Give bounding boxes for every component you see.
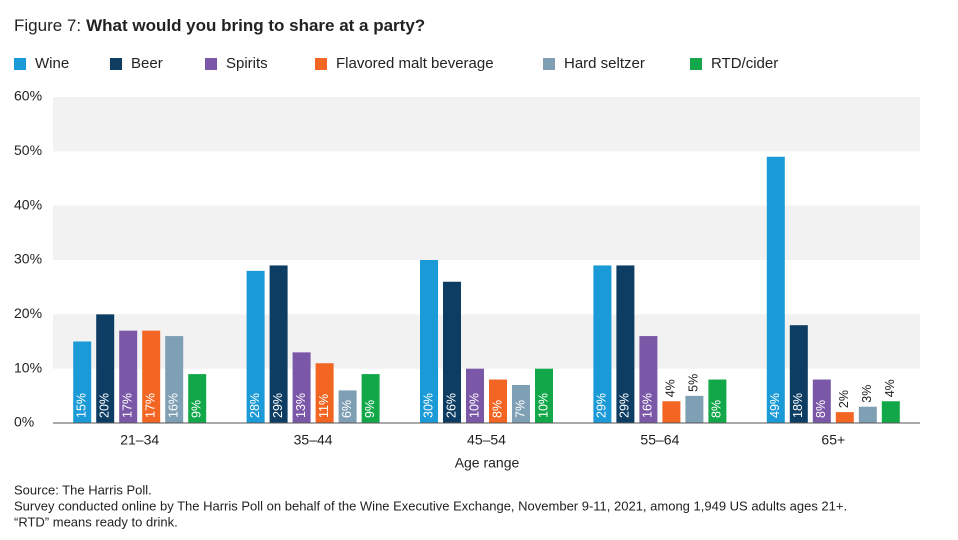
figure-label: Figure 7: [14, 16, 81, 35]
legend-label: Hard seltzer [564, 55, 645, 72]
value-label: 4% [883, 379, 897, 397]
legend-swatch [543, 58, 555, 70]
x-tick-label: 45–54 [467, 432, 506, 448]
bar [593, 265, 612, 423]
bar [292, 352, 311, 423]
source-note: Source: The Harris Poll. [14, 482, 152, 497]
bar [269, 265, 288, 423]
source-note: “RTD” means ready to drink. [14, 514, 178, 529]
value-label: 6% [340, 400, 354, 418]
y-tick-label: 30% [14, 251, 42, 267]
bar [96, 314, 115, 423]
title-text: What would you bring to share at a party… [86, 16, 425, 35]
bar [639, 336, 658, 423]
value-label: 29% [595, 393, 609, 418]
bar [535, 368, 553, 423]
value-label: 8% [710, 400, 724, 418]
legend-swatch [315, 58, 327, 70]
grid-band [53, 205, 920, 260]
value-label: 16% [166, 393, 180, 418]
bar [489, 379, 507, 423]
legend-swatch [690, 58, 702, 70]
value-label: 10% [467, 393, 481, 418]
bar [708, 379, 727, 423]
x-tick-label: 55–64 [640, 432, 679, 448]
legend-swatch [205, 58, 217, 70]
value-label: 26% [444, 393, 458, 418]
value-label: 17% [120, 393, 134, 418]
value-label: 2% [837, 390, 851, 408]
bar [165, 336, 184, 423]
value-label: 3% [860, 385, 874, 403]
bar [835, 412, 854, 423]
bar [119, 330, 138, 423]
value-label: 11% [317, 394, 331, 418]
value-label: 29% [618, 393, 632, 418]
value-label: 8% [814, 400, 828, 418]
grid-band [53, 97, 920, 152]
y-tick-label: 60% [14, 88, 42, 104]
y-tick-label: 20% [14, 305, 42, 321]
bar [662, 401, 681, 423]
legend-swatch [14, 58, 26, 70]
value-label: 4% [664, 379, 678, 397]
x-tick-label: 35–44 [294, 432, 333, 448]
chart-title: Figure 7: What would you bring to share a… [14, 16, 425, 35]
legend-swatch [110, 58, 122, 70]
value-label: 8% [490, 400, 504, 418]
value-label: 17% [143, 393, 157, 418]
legend-label: Wine [35, 55, 69, 72]
x-axis-title: Age range [455, 455, 520, 471]
bar [315, 363, 334, 423]
bar [789, 325, 808, 423]
bar [616, 265, 635, 423]
bar [443, 281, 461, 423]
value-label: 13% [294, 393, 308, 418]
y-tick-label: 10% [14, 359, 42, 375]
bar [766, 156, 785, 423]
value-label: 16% [641, 393, 655, 418]
value-label: 18% [791, 393, 805, 418]
legend-label: Beer [131, 55, 163, 72]
x-tick-label: 65+ [821, 432, 845, 448]
value-label: 29% [271, 393, 285, 418]
value-label: 15% [74, 393, 88, 418]
value-label: 7% [513, 400, 527, 418]
bar [142, 330, 161, 423]
bar [466, 368, 484, 423]
value-label: 9% [189, 400, 203, 418]
bar [246, 270, 265, 423]
x-tick-label: 21–34 [120, 432, 159, 448]
value-label: 20% [97, 393, 111, 418]
bar [858, 406, 877, 423]
value-label: 28% [248, 393, 262, 418]
bar [512, 384, 530, 423]
bar [881, 401, 900, 423]
bar [73, 341, 92, 423]
value-label: 9% [363, 400, 377, 418]
y-tick-label: 50% [14, 142, 42, 158]
bar [685, 395, 704, 423]
bar [188, 374, 207, 423]
bar [812, 379, 831, 423]
bar [361, 374, 380, 423]
bar [338, 390, 357, 423]
source-note: Survey conducted online by The Harris Po… [14, 498, 847, 513]
value-label: 5% [687, 374, 701, 392]
legend-label: RTD/cider [711, 55, 778, 72]
value-label: 10% [536, 393, 550, 418]
y-tick-label: 40% [14, 196, 42, 212]
value-label: 30% [421, 393, 435, 418]
legend-label: Spirits [226, 55, 268, 72]
value-label: 49% [768, 393, 782, 418]
y-tick-label: 0% [14, 414, 34, 430]
legend-label: Flavored malt beverage [336, 55, 494, 72]
bar [420, 260, 438, 423]
